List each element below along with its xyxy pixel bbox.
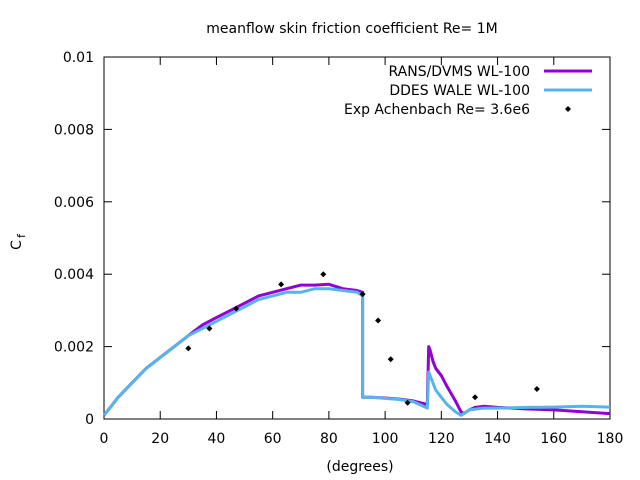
data-point — [387, 356, 394, 363]
y-axis-label-subscript: f — [15, 233, 28, 238]
x-tick-label: 60 — [264, 431, 282, 447]
series-line-0 — [102, 282, 611, 417]
y-axis-label-main: C — [9, 240, 25, 250]
y-tick-label: 0.004 — [54, 267, 94, 283]
y-tick-label: 0 — [85, 412, 94, 428]
data-point — [233, 305, 240, 312]
data-point — [278, 281, 285, 288]
data-point — [185, 345, 192, 352]
series-line-1 — [102, 287, 611, 417]
x-tick-label: 120 — [428, 431, 455, 447]
legend: RANS/DVMS WL-100 DDES WALE WL-100 Exp Ache… — [344, 64, 592, 118]
svg-text:Cf: Cf — [9, 233, 28, 250]
data-point — [206, 325, 213, 332]
x-tick-label: 0 — [100, 431, 109, 447]
chart-title: meanflow skin friction coefficient Re= 1… — [206, 21, 497, 37]
x-tick-label: 140 — [484, 431, 511, 447]
axis-ticks: 0 20 40 60 80 100 120 140 160 180 0 0.002 0.004 0.006… — [54, 50, 623, 447]
x-tick-label: 80 — [320, 431, 338, 447]
legend-label-0: RANS/DVMS WL-100 — [388, 64, 530, 80]
legend-label-1: DDES WALE WL-100 — [389, 83, 530, 99]
x-axis-label: (degrees) — [326, 459, 393, 475]
data-point — [472, 394, 479, 401]
data-point — [533, 385, 540, 392]
x-tick-label: 40 — [208, 431, 226, 447]
plot-frame — [103, 56, 611, 420]
x-tick-label: 160 — [540, 431, 567, 447]
legend-label-2: Exp Achenbach Re= 3.6e6 — [344, 102, 530, 118]
data-point — [359, 291, 366, 298]
y-axis-label: Cf — [9, 233, 28, 250]
y-tick-label: 0.008 — [54, 122, 94, 138]
y-tick-label: 0.01 — [63, 50, 94, 66]
series-layer — [102, 271, 611, 417]
data-point — [404, 399, 411, 406]
data-point — [375, 317, 382, 324]
x-tick-label: 100 — [372, 431, 399, 447]
data-point — [320, 271, 327, 278]
legend-swatch-2 — [565, 106, 571, 112]
y-tick-label: 0.002 — [54, 340, 94, 356]
y-tick-label: 0.006 — [54, 195, 94, 211]
x-tick-label: 180 — [597, 431, 624, 447]
x-tick-label: 20 — [151, 431, 169, 447]
